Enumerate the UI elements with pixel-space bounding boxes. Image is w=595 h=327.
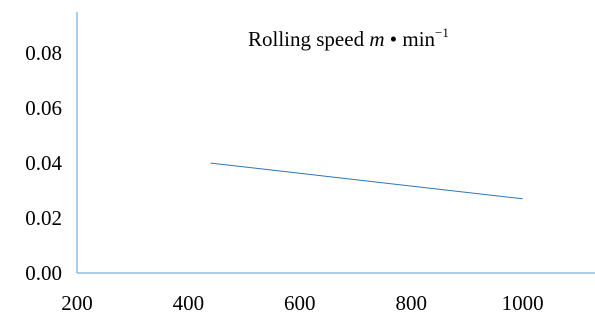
y-tick-label: 0.08 [25,41,62,65]
x-tick-labels: 200 400 600 800 1000 [61,291,543,315]
chart-title: Rolling speed m • min−1 [248,25,449,51]
y-tick-label: 0.06 [25,96,62,120]
x-tick-label: 800 [395,291,427,315]
x-tick-label: 400 [173,291,205,315]
x-tick-label: 600 [284,291,316,315]
title-exp: −1 [435,25,449,40]
y-tick-label: 0.04 [25,151,62,175]
series-line [210,162,523,200]
title-main: Rolling speed [248,27,369,51]
y-tick-labels: 0.00 0.02 0.04 0.06 0.08 [25,41,62,285]
y-tick-label: 0.00 [25,261,62,285]
x-tick-label: 1000 [502,291,544,315]
axes [76,12,595,274]
title-unit: min [402,27,435,51]
title-var: m [369,27,384,51]
series-lines [210,162,523,200]
y-tick-label: 0.02 [25,206,62,230]
title-dot: • [385,27,403,51]
x-tick-label: 200 [61,291,93,315]
